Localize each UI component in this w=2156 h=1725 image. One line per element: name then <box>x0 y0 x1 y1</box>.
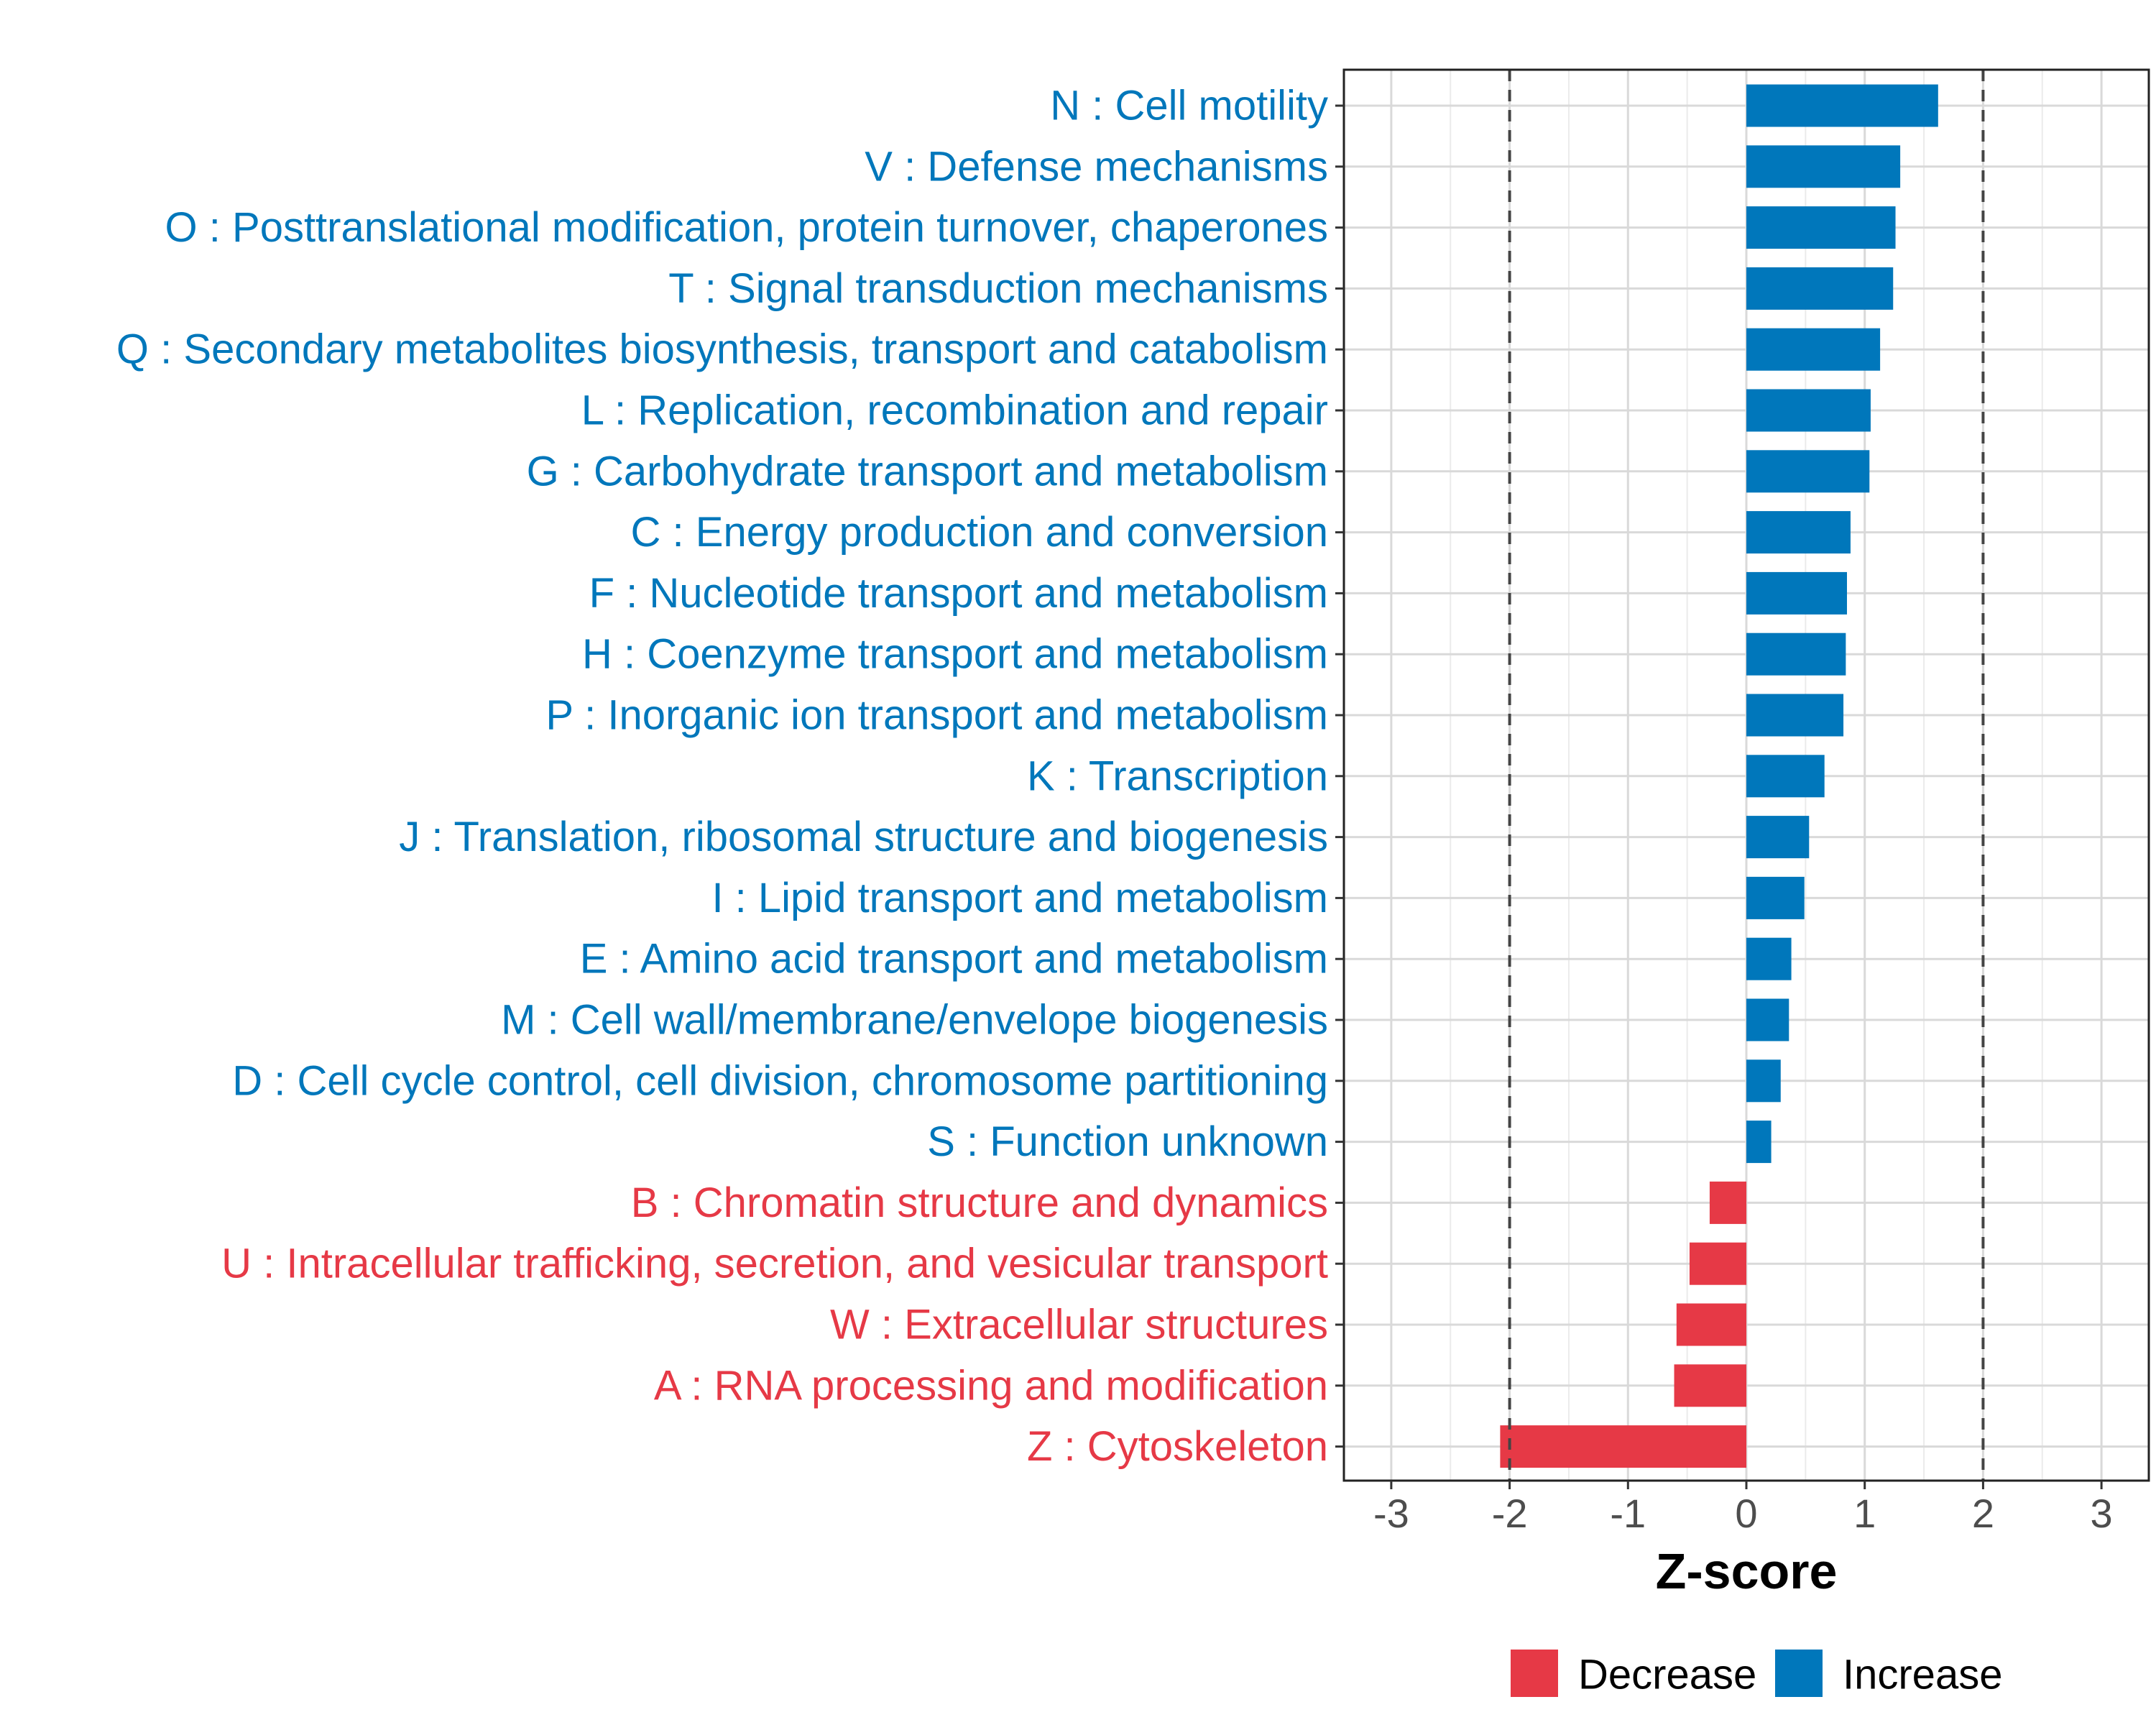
bar <box>1746 816 1810 859</box>
legend-label: Decrease <box>1578 1652 1756 1698</box>
category-label: U : Intracellular trafficking, secretion… <box>221 1241 1328 1287</box>
category-label: K : Transcription <box>1027 753 1328 799</box>
bar <box>1746 632 1846 676</box>
x-tick-label: 1 <box>1853 1491 1876 1536</box>
bar <box>1689 1242 1746 1285</box>
category-label: O : Posttranslational modification, prot… <box>165 204 1328 251</box>
bar <box>1500 1425 1746 1468</box>
category-label: H : Coenzyme transport and metabolism <box>582 631 1328 678</box>
x-tick-label: -2 <box>1492 1491 1528 1536</box>
bar <box>1746 571 1847 615</box>
legend-label: Increase <box>1843 1652 2002 1698</box>
category-label: W : Extracellular structures <box>830 1302 1328 1348</box>
bar <box>1746 876 1805 919</box>
bars <box>1500 84 1938 1468</box>
category-label: P : Inorganic ion transport and metaboli… <box>545 692 1328 739</box>
category-label: M : Cell wall/membrane/envelope biogenes… <box>501 997 1328 1044</box>
bar <box>1746 755 1825 798</box>
legend: Decrease Increase <box>1511 1650 2002 1698</box>
x-axis-ticks: -3 -2 -1 0 1 2 3 <box>1373 1481 2113 1536</box>
category-label: T : Signal transduction mechanisms <box>668 265 1328 312</box>
x-tick-label: 2 <box>1972 1491 1994 1536</box>
category-label: Q : Secondary metabolites biosynthesis, … <box>116 326 1328 373</box>
category-label: N : Cell motility <box>1050 83 1328 129</box>
category-label: F : Nucleotide transport and metabolism <box>589 570 1328 617</box>
category-label: L : Replication, recombination and repai… <box>581 387 1328 434</box>
x-tick-label: -3 <box>1373 1491 1409 1536</box>
category-label: E : Amino acid transport and metabolism <box>580 936 1328 983</box>
bar <box>1746 267 1894 310</box>
category-label: S : Function unknown <box>927 1118 1328 1165</box>
category-label: B : Chromatin structure and dynamics <box>631 1179 1328 1226</box>
bar <box>1746 1059 1781 1103</box>
bar <box>1674 1364 1746 1407</box>
x-axis-title: Z-score <box>1656 1543 1838 1599</box>
legend-swatch <box>1775 1650 1823 1697</box>
bar <box>1746 328 1881 371</box>
category-label: Z : Cytoskeleton <box>1027 1423 1328 1470</box>
bar <box>1676 1303 1746 1346</box>
category-label: J : Translation, ribosomal structure and… <box>399 814 1328 860</box>
bar <box>1746 450 1870 493</box>
category-label: V : Defense mechanisms <box>865 143 1328 190</box>
category-label: C : Energy production and conversion <box>631 509 1328 556</box>
bar <box>1746 206 1896 249</box>
reference-lines <box>1508 70 1985 1481</box>
bar <box>1746 998 1789 1041</box>
category-label: G : Carbohydrate transport and metabolis… <box>527 448 1328 494</box>
bar <box>1746 694 1844 737</box>
x-tick-label: 0 <box>1735 1491 1757 1536</box>
category-label: A : RNA processing and modification <box>654 1362 1328 1409</box>
legend-swatch <box>1511 1650 1558 1697</box>
bar <box>1746 1121 1772 1164</box>
x-tick-label: 3 <box>2091 1491 2113 1536</box>
bar <box>1746 84 1938 127</box>
bar <box>1746 937 1792 980</box>
bar <box>1746 389 1871 432</box>
category-label: D : Cell cycle control, cell division, c… <box>232 1057 1328 1104</box>
x-tick-label: -1 <box>1610 1491 1646 1536</box>
y-axis-ticks: N : Cell motility V : Defense mechanisms O… <box>116 83 1344 1470</box>
category-label: I : Lipid transport and metabolism <box>711 875 1328 921</box>
bar <box>1746 511 1851 554</box>
bar <box>1746 145 1901 188</box>
bar <box>1709 1181 1746 1224</box>
